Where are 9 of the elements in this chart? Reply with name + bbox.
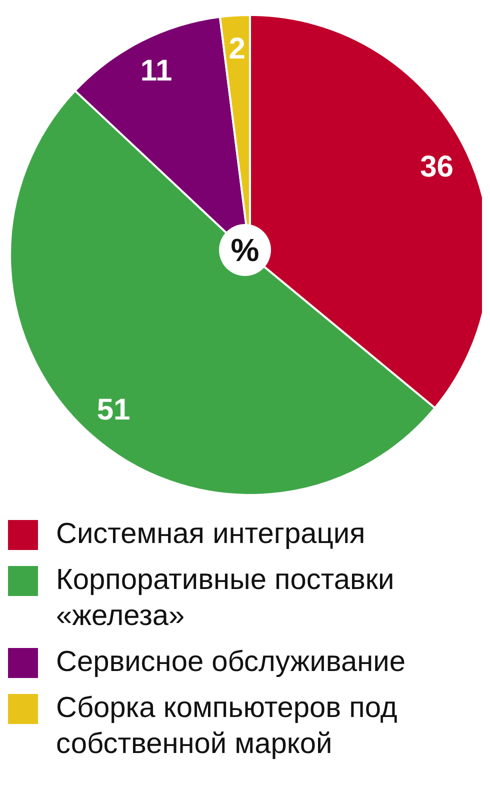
legend-label: Сборка компьютеров под собственной маркой — [56, 691, 398, 762]
text: % — [219, 224, 271, 276]
legend-label: Корпоративные поставки «железа» — [56, 563, 396, 634]
data-label: 36 — [420, 150, 454, 184]
legend-label: Сервисное обслуживание — [56, 645, 406, 680]
data-label: 51 — [96, 393, 130, 426]
data-label: 11 — [140, 54, 172, 88]
legend-label: Системная интеграция — [56, 517, 366, 552]
data-label: 2 — [228, 32, 246, 66]
